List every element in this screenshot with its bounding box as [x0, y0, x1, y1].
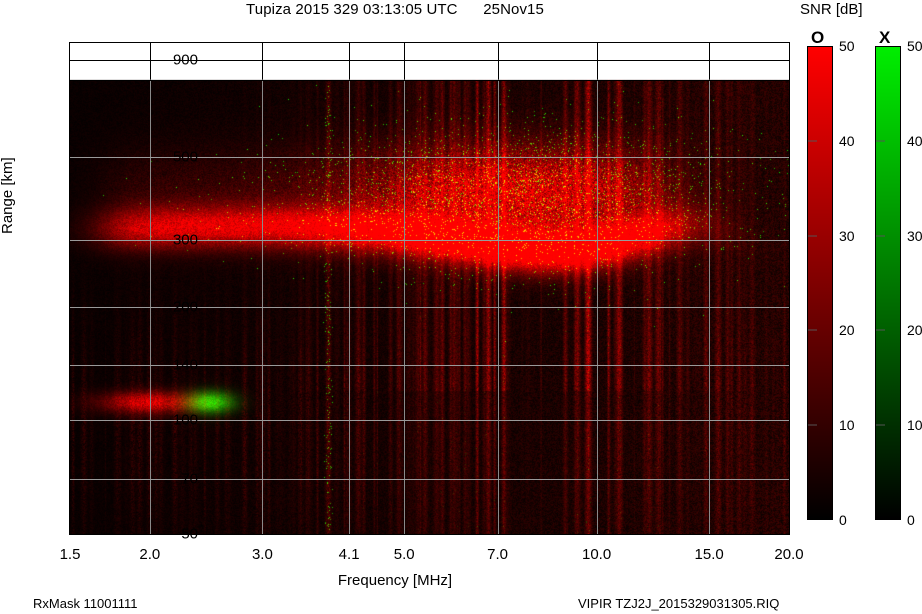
y-tick-300: 300	[172, 231, 198, 249]
colorbar-tick-mark	[876, 235, 885, 237]
ionogram-plot	[69, 42, 790, 535]
y-tick-100: 100	[172, 411, 198, 429]
colorbar-o-mode	[807, 46, 833, 520]
footer-rxmask: RxMask 11001111	[33, 596, 138, 611]
colorbar-tick-10: 10	[907, 417, 922, 434]
colorbar-tick-mark	[808, 140, 817, 142]
ionogram-heatmap-canvas	[70, 43, 789, 534]
colorbar-x-mode	[875, 46, 901, 520]
colorbar-tick-20: 20	[839, 322, 855, 339]
colorbar-tick-mark	[808, 329, 817, 331]
y-axis-label: Range [km]	[0, 157, 16, 234]
colorbar-tick-0: 0	[907, 512, 915, 528]
page-title: Tupiza 2015 329 03:13:05 UTC 25Nov15	[246, 1, 544, 18]
y-tick-140: 140	[172, 356, 198, 374]
x-tick-1.5: 1.5	[59, 546, 81, 563]
colorbar-o-head: O	[811, 28, 825, 47]
colorbar-x-head: X	[879, 28, 891, 47]
y-tick-500: 500	[172, 148, 198, 166]
x-tick-4.1: 4.1	[338, 546, 360, 563]
colorbar-tick-0: 0	[839, 512, 847, 528]
colorbar-tick-mark	[876, 424, 885, 426]
colorbar-tick-40: 40	[907, 132, 922, 149]
y-tick-70: 70	[181, 470, 198, 488]
x-tick-2.0: 2.0	[139, 546, 161, 563]
colorbar-tick-mark	[876, 329, 885, 331]
x-tick-15.0: 15.0	[694, 546, 724, 563]
colorbar-tick-30: 30	[839, 227, 855, 244]
colorbar-tick-50: 50	[907, 38, 922, 54]
colorbar-tick-mark	[876, 140, 885, 142]
colorbar-tick-10: 10	[839, 417, 855, 434]
colorbar-tick-20: 20	[907, 322, 922, 339]
y-tick-50: 50	[181, 525, 198, 543]
y-tick-200: 200	[172, 298, 198, 316]
colorbar-tick-mark	[808, 424, 817, 426]
colorbar-title: SNR [dB]	[800, 1, 863, 18]
colorbar-tick-30: 30	[907, 227, 922, 244]
colorbar-tick-50: 50	[839, 38, 855, 54]
x-tick-20.0: 20.0	[774, 546, 804, 563]
colorbar-tick-40: 40	[839, 132, 855, 149]
x-tick-7.0: 7.0	[487, 546, 509, 563]
x-tick-10.0: 10.0	[581, 546, 612, 563]
x-axis-label: Frequency [MHz]	[337, 572, 453, 589]
footer-source-file: VIPIR TZJ2J_2015329031305.RIQ	[578, 596, 780, 611]
colorbar-tick-mark	[808, 235, 817, 237]
x-tick-5.0: 5.0	[393, 546, 415, 563]
y-tick-900: 900	[172, 51, 198, 69]
x-tick-3.0: 3.0	[251, 546, 273, 563]
